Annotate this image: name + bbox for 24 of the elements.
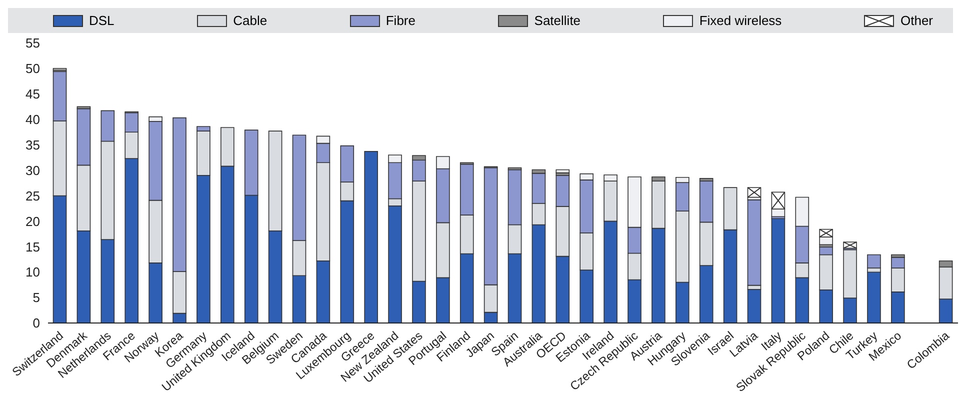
y-tick-label: 30	[26, 162, 40, 178]
legend-label: Cable	[233, 13, 268, 28]
bar	[556, 169, 570, 174]
y-tick-label: 35	[26, 137, 40, 152]
y-tick-label: 50	[26, 61, 40, 76]
y-tick-label: 5	[32, 290, 40, 306]
bar	[771, 218, 786, 323]
y-tick-label: 45	[26, 86, 40, 102]
legend-label: Fibre	[386, 13, 416, 28]
y-tick-label: 10	[26, 264, 40, 280]
y-tick-label: 0	[32, 316, 40, 331]
legend-label: Satellite	[534, 13, 581, 28]
legend-label: DSL	[89, 13, 114, 28]
bar	[364, 151, 378, 323]
legend-label: Other	[900, 13, 933, 28]
bar	[867, 254, 881, 268]
y-tick-label: 15	[26, 239, 40, 254]
bar	[747, 289, 762, 323]
legend-label: Fixed wireless	[699, 13, 782, 28]
y-tick-label: 20	[26, 214, 40, 229]
y-tick-label: 55	[26, 36, 40, 51]
bar	[867, 272, 881, 323]
y-tick-label: 25	[26, 188, 40, 204]
y-tick-label: 40	[26, 112, 40, 127]
